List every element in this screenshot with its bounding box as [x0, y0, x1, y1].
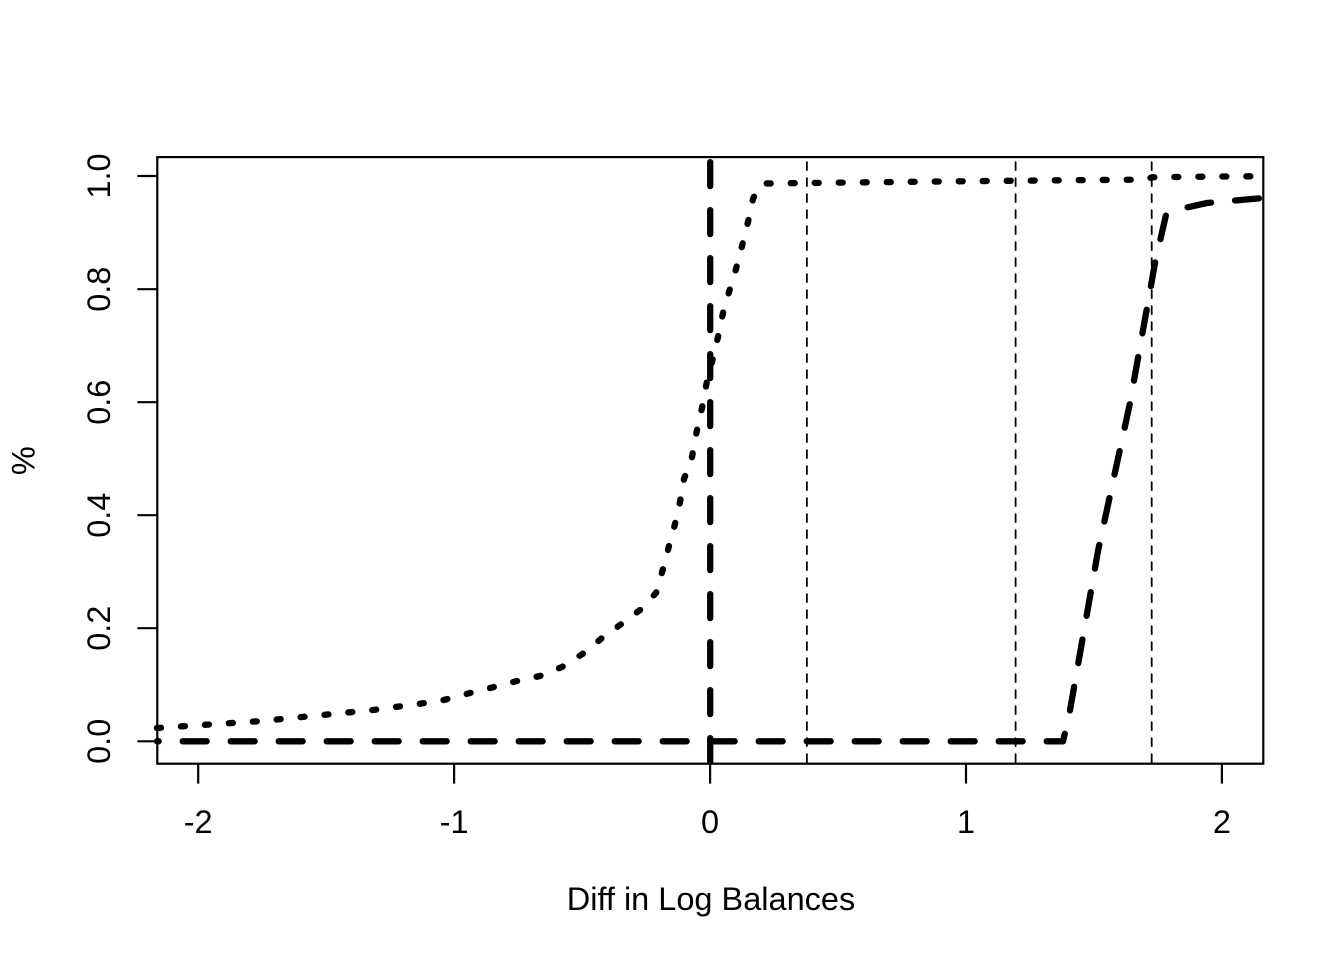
svg-text:-1: -1	[440, 804, 469, 840]
svg-text:0: 0	[701, 804, 719, 840]
svg-text:0.4: 0.4	[81, 493, 117, 538]
svg-text:Diff in Log Balances: Diff in Log Balances	[567, 881, 855, 917]
svg-text:%: %	[6, 446, 42, 475]
svg-text:-2: -2	[184, 804, 213, 840]
svg-text:1.0: 1.0	[81, 153, 117, 198]
svg-text:0.6: 0.6	[81, 380, 117, 425]
svg-text:0.2: 0.2	[81, 606, 117, 651]
svg-text:0.8: 0.8	[81, 267, 117, 312]
svg-text:0.0: 0.0	[81, 719, 117, 764]
svg-text:2: 2	[1213, 804, 1231, 840]
svg-text:1: 1	[957, 804, 975, 840]
